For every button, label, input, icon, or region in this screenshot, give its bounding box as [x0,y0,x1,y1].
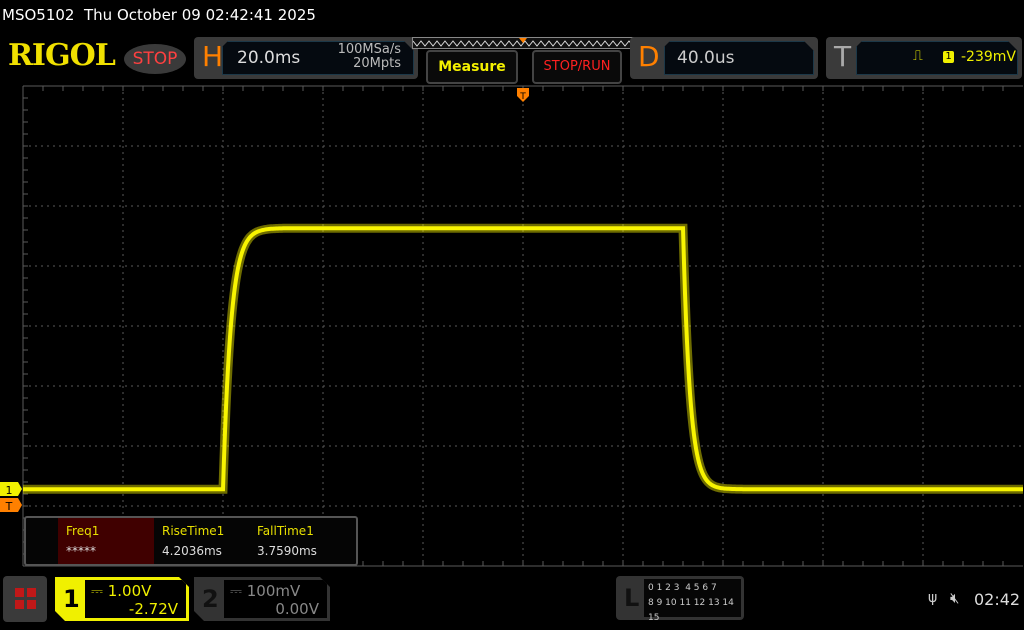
measurement-name: FallTime1 [257,524,314,538]
channel2-number: 2 [202,585,219,613]
trigger-marker-label: T [5,500,13,513]
trigger-panel[interactable]: T ⎍ 1 -239mV A [826,37,1022,79]
model-name: MSO5102 [2,6,75,24]
trigger-position-marker [517,88,529,102]
memory-depth: 20Mpts [353,56,401,71]
channel2-scale: ⎓ 100mV [230,582,301,600]
rising-edge-icon: ⎍ [913,48,923,64]
horizontal-panel[interactable]: H 20.0ms 100MSa/s 20Mpts [194,37,418,79]
svg-text:T: T [519,92,526,102]
sample-rate: 100MSa/s [337,42,401,57]
logic-channels-row1: 0 1 2 3 4 5 6 7 [648,583,717,593]
trigger-position-icon [519,38,527,43]
channel1-number: 1 [63,585,80,613]
delay-panel[interactable]: D 40.0us [630,37,818,79]
trigger-level: -239mV [961,49,1016,65]
logic-panel[interactable]: L 0 1 2 3 4 5 6 7 8 9 10 11 12 13 14 15 [616,576,744,623]
channel1-ground-marker: 1 [0,482,22,497]
trigger-level-marker: T [0,498,22,513]
horizontal-label: H [202,40,224,73]
mute-icon[interactable]: 🔇︎ [950,589,960,607]
measurement-risetime[interactable]: RiseTime1 4.2036ms [154,518,249,564]
trigger-label: T [834,40,852,73]
channel1-offset: -2.72V [128,600,178,618]
measurement-value: ***** [66,544,96,558]
logic-channels-row2: 8 9 10 11 12 13 14 15 [648,598,734,623]
stop-run-button[interactable]: STOP/RUN [532,50,622,84]
timebase-value: 20.0ms [237,48,301,68]
channel2-offset: 0.00V [275,600,319,618]
channel2-panel[interactable]: 2 ⎓ 100mV 0.00V [194,577,330,621]
channel-marker-label: 1 [6,484,13,497]
channel1-scale: ⎓ 1.00V [91,582,152,600]
main-menu-button[interactable] [3,576,47,622]
title-bar: MSO5102 Thu October 09 02:42:41 2025 [2,6,316,24]
measurement-value: 3.7590ms [257,544,317,558]
measurement-value: 4.2036ms [162,544,222,558]
measurement-falltime[interactable]: FallTime1 3.7590ms [249,518,349,564]
datetime: Thu October 09 02:42:41 2025 [84,6,316,24]
measurement-name: Freq1 [66,524,100,538]
delay-value: 40.0us [677,48,735,68]
rigol-logo: RIGOL [8,38,116,73]
usb-icon: ψ [928,590,938,606]
measure-button[interactable]: Measure [426,50,518,84]
run-state-badge[interactable]: STOP [124,44,186,74]
grid [22,85,1023,567]
measurement-freq[interactable]: Freq1 ***** [58,518,154,564]
memory-position-strip [412,37,636,49]
trigger-source: 1 [943,51,954,63]
waveform-trace [23,226,1023,492]
channel1-panel[interactable]: 1 ⎓ 1.00V -2.72V [55,577,189,621]
clock: 02:42 [974,590,1021,609]
logic-label: L [624,584,640,612]
delay-label: D [638,40,660,73]
measurement-panel: Freq1 ***** RiseTime1 4.2036ms FallTime1… [24,516,358,566]
measurement-name: RiseTime1 [162,524,225,538]
grid-menu-icon [15,588,36,609]
